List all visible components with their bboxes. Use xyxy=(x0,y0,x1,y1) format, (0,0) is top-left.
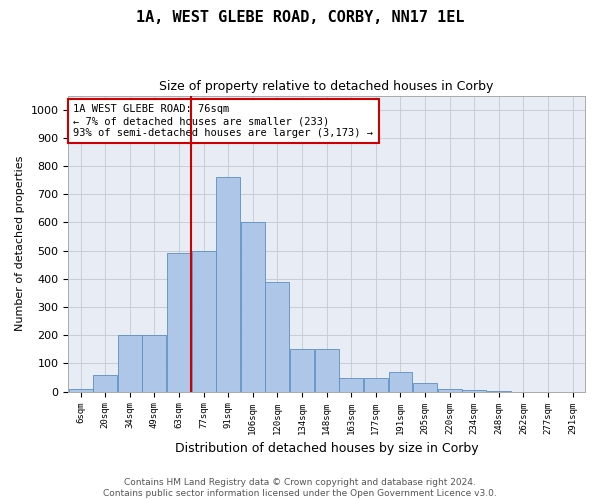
Bar xyxy=(487,391,511,392)
Bar xyxy=(167,254,191,392)
Text: Contains HM Land Registry data © Crown copyright and database right 2024.
Contai: Contains HM Land Registry data © Crown c… xyxy=(103,478,497,498)
Bar xyxy=(340,378,363,392)
Y-axis label: Number of detached properties: Number of detached properties xyxy=(15,156,25,332)
Bar xyxy=(265,282,289,392)
Bar xyxy=(191,250,215,392)
X-axis label: Distribution of detached houses by size in Corby: Distribution of detached houses by size … xyxy=(175,442,478,455)
Bar xyxy=(142,336,166,392)
Text: 1A, WEST GLEBE ROAD, CORBY, NN17 1EL: 1A, WEST GLEBE ROAD, CORBY, NN17 1EL xyxy=(136,10,464,25)
Bar xyxy=(438,389,461,392)
Bar xyxy=(93,375,117,392)
Bar xyxy=(290,350,314,392)
Bar xyxy=(463,390,486,392)
Bar xyxy=(315,350,338,392)
Title: Size of property relative to detached houses in Corby: Size of property relative to detached ho… xyxy=(160,80,494,93)
Bar xyxy=(68,389,92,392)
Bar xyxy=(241,222,265,392)
Bar xyxy=(216,178,240,392)
Text: 1A WEST GLEBE ROAD: 76sqm
← 7% of detached houses are smaller (233)
93% of semi-: 1A WEST GLEBE ROAD: 76sqm ← 7% of detach… xyxy=(73,104,373,138)
Bar xyxy=(364,378,388,392)
Bar xyxy=(413,383,437,392)
Bar xyxy=(389,372,412,392)
Bar xyxy=(118,336,142,392)
